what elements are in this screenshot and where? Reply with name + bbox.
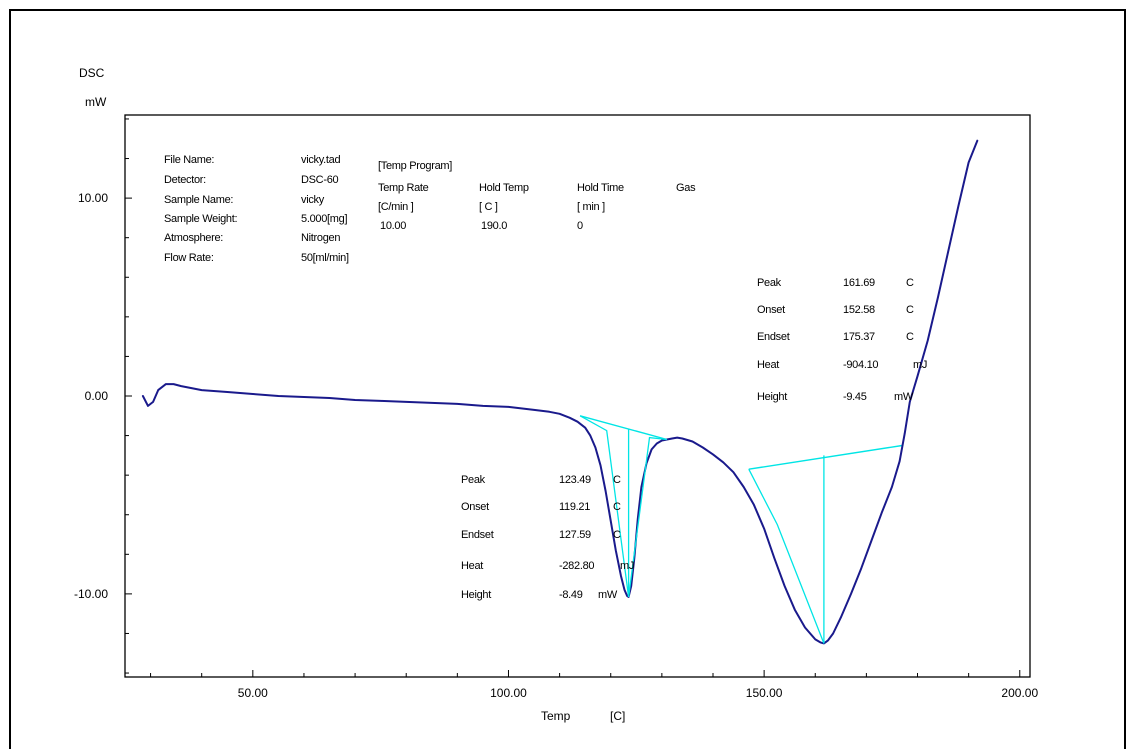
temp-program-unit: [C/min ]	[378, 201, 414, 213]
peak1-unit: C	[613, 501, 621, 513]
peak2-value: 152.58	[843, 304, 875, 316]
peak1-value: 119.21	[559, 501, 590, 513]
file-info-label: Sample Name:	[164, 194, 233, 206]
peak2-unit: mJ	[913, 359, 927, 371]
y-tick-label: -10.00	[74, 587, 108, 601]
peak2-value: -9.45	[843, 391, 867, 403]
temp-program-unit: [ C ]	[479, 201, 498, 213]
temp-program-unit: [ min ]	[577, 201, 605, 213]
temp-program-block: [Temp Program] Temp Rate Hold Temp Hold …	[378, 160, 696, 232]
peak2-value: 175.37	[843, 331, 875, 343]
peak2-value: -904.10	[843, 359, 878, 371]
peak1-label: Endset	[461, 529, 494, 541]
file-info-value: vicky.tad	[301, 154, 340, 166]
file-info-block: File Name: vicky.tad Detector: DSC-60 Sa…	[164, 154, 349, 264]
file-info-value: Nitrogen	[301, 232, 340, 244]
peak1-annotation: Peak 123.49 C Onset 119.21 C Endset 127.…	[461, 474, 634, 601]
peak1-value: 123.49	[559, 474, 591, 486]
peak2-label: Endset	[757, 331, 790, 343]
file-info-label: File Name:	[164, 154, 214, 166]
peak1-label: Heat	[461, 560, 483, 572]
y-tick-label: 0.00	[85, 389, 109, 403]
file-info-label: Sample Weight:	[164, 213, 237, 225]
peak2-label: Onset	[757, 304, 785, 316]
peak2-unit: C	[906, 331, 914, 343]
file-info-value: DSC-60	[301, 174, 339, 186]
peak-baseline	[748, 444, 903, 470]
file-info-value: vicky	[301, 194, 325, 206]
x-tick-label: 200.00	[1001, 686, 1038, 700]
peak1-unit: mW	[598, 589, 618, 601]
y-axis-unit: mW	[85, 95, 107, 109]
file-info-value: 50[ml/min]	[301, 252, 349, 264]
x-axis-unit: [C]	[610, 709, 625, 723]
peak1-unit: C	[613, 474, 621, 486]
peak-marker-line	[748, 468, 825, 644]
peak1-label: Onset	[461, 501, 489, 513]
peak2-label: Heat	[757, 359, 779, 371]
peak1-value: -282.80	[559, 560, 594, 572]
y-axis-label: DSC	[79, 66, 105, 80]
temp-program-header: Hold Temp	[479, 182, 529, 194]
peak2-label: Height	[757, 391, 787, 403]
chart-frame	[9, 9, 1126, 749]
temp-program-value: 190.0	[481, 220, 507, 232]
file-info-value: 5.000[mg]	[301, 213, 347, 225]
peak1-label: Height	[461, 589, 491, 601]
peak1-label: Peak	[461, 474, 486, 486]
peak2-unit: C	[906, 304, 914, 316]
x-axis-label: Temp	[541, 709, 571, 723]
temp-program-header: Hold Time	[577, 182, 624, 194]
peak-baseline	[579, 415, 668, 441]
temp-program-title: [Temp Program]	[378, 160, 452, 172]
x-tick-label: 50.00	[238, 686, 268, 700]
peak1-unit: C	[613, 529, 621, 541]
file-info-label: Atmosphere:	[164, 232, 223, 244]
temp-program-value: 0	[577, 220, 583, 232]
x-tick-label: 150.00	[746, 686, 783, 700]
peak2-value: 161.69	[843, 277, 875, 289]
file-info-label: Flow Rate:	[164, 252, 214, 264]
temp-program-header: Gas	[676, 182, 696, 194]
y-tick-label: 10.00	[78, 191, 108, 205]
peak2-annotation: Peak 161.69 C Onset 152.58 C Endset 175.…	[757, 277, 927, 403]
temp-program-value: 10.00	[380, 220, 406, 232]
peak2-label: Peak	[757, 277, 782, 289]
peak1-unit: mJ	[620, 560, 634, 572]
peak1-value: -8.49	[559, 589, 583, 601]
x-tick-label: 100.00	[490, 686, 527, 700]
peak-marker-line	[627, 436, 668, 597]
peak-marker-line	[579, 415, 630, 597]
peak2-unit: mW	[894, 391, 914, 403]
peak1-value: 127.59	[559, 529, 591, 541]
file-info-label: Detector:	[164, 174, 206, 186]
temp-program-header: Temp Rate	[378, 182, 429, 194]
peak2-unit: C	[906, 277, 914, 289]
